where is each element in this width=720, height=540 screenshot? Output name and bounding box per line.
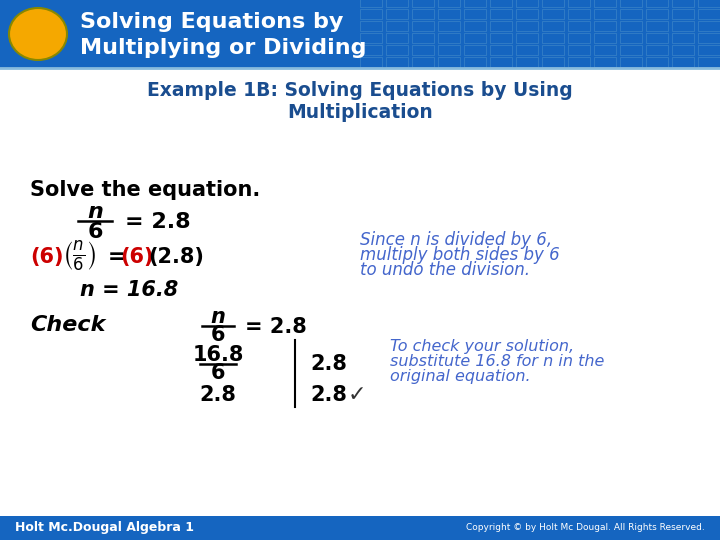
Text: 2.8: 2.8	[310, 354, 347, 374]
Text: =: =	[108, 247, 125, 267]
Text: original equation.: original equation.	[390, 369, 531, 384]
Text: To check your solution,: To check your solution,	[390, 340, 574, 354]
Text: Multiplication: Multiplication	[287, 103, 433, 122]
Text: (6): (6)	[120, 247, 153, 267]
Ellipse shape	[9, 8, 67, 60]
Text: Since n is divided by 6,: Since n is divided by 6,	[360, 231, 552, 249]
Text: Holt Mc.Dougal Algebra 1: Holt Mc.Dougal Algebra 1	[15, 522, 194, 535]
Text: 2.8: 2.8	[310, 385, 347, 405]
Text: Example 1B: Solving Equations by Using: Example 1B: Solving Equations by Using	[147, 80, 573, 99]
Text: 6: 6	[87, 222, 103, 242]
Text: Copyright © by Holt Mc Dougal. All Rights Reserved.: Copyright © by Holt Mc Dougal. All Right…	[467, 523, 705, 532]
Text: Check: Check	[30, 315, 105, 335]
Text: $\left(\frac{n}{6}\right)$: $\left(\frac{n}{6}\right)$	[62, 240, 96, 274]
Text: n: n	[210, 307, 225, 327]
Text: n = 16.8: n = 16.8	[80, 280, 179, 300]
Text: to undo the division.: to undo the division.	[360, 261, 530, 279]
Text: Solving Equations by: Solving Equations by	[80, 12, 343, 32]
Text: ✓: ✓	[348, 385, 366, 405]
Text: n: n	[87, 202, 103, 222]
Text: substitute 16.8 for n in the: substitute 16.8 for n in the	[390, 354, 604, 369]
FancyBboxPatch shape	[0, 0, 720, 68]
Text: Multiplying or Dividing: Multiplying or Dividing	[80, 38, 366, 58]
Text: (6): (6)	[30, 247, 63, 267]
Text: 2.8: 2.8	[199, 385, 236, 405]
Text: multiply both sides by 6: multiply both sides by 6	[360, 246, 559, 264]
Text: 6: 6	[211, 325, 225, 345]
Text: = 2.8: = 2.8	[125, 212, 191, 232]
Text: = 2.8: = 2.8	[245, 317, 307, 337]
Text: 6: 6	[211, 363, 225, 383]
Text: Solve the equation.: Solve the equation.	[30, 180, 260, 200]
Text: (2.8): (2.8)	[148, 247, 204, 267]
FancyBboxPatch shape	[0, 516, 720, 540]
Text: 16.8: 16.8	[192, 345, 243, 365]
